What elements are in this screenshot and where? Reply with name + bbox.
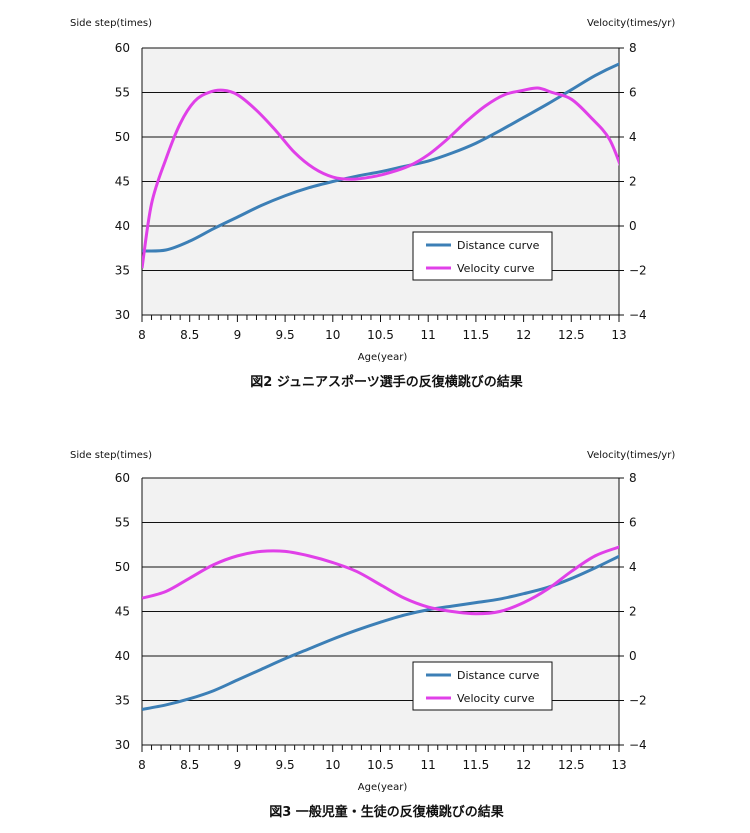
y-left-tick-label: 45 — [115, 605, 130, 619]
y-right-tick-label: 8 — [629, 41, 637, 55]
x-tick-label: 11 — [421, 328, 436, 342]
x-tick-label: 8 — [138, 758, 146, 772]
x-tick-label: 9 — [234, 758, 242, 772]
y-left-tick-label: 40 — [115, 649, 130, 663]
y-left-tick-label: 60 — [115, 471, 130, 485]
x-tick-label: 9.5 — [276, 758, 295, 772]
y-right-tick-label: 4 — [629, 560, 637, 574]
y-left-axis-title: Side step(times) — [70, 18, 152, 29]
legend-box — [412, 661, 553, 711]
y-right-tick-label: 6 — [629, 516, 637, 530]
y-left-tick-label: 50 — [115, 130, 130, 144]
x-tick-label: 11.5 — [463, 328, 490, 342]
y-left-tick-label: 30 — [115, 738, 130, 752]
x-tick-label: 8.5 — [180, 328, 199, 342]
legend-label: Distance curve — [457, 239, 540, 252]
figure-caption: 図3 一般児童・生徒の反復横跳びの結果 — [269, 804, 504, 820]
y-left-tick-label: 30 — [115, 308, 130, 322]
y-left-tick-label: 35 — [115, 264, 130, 278]
x-tick-label: 10 — [325, 328, 340, 342]
y-left-tick-label: 55 — [115, 516, 130, 530]
x-tick-label: 11 — [421, 758, 436, 772]
y-left-tick-label: 55 — [115, 86, 130, 100]
y-left-tick-label: 40 — [115, 219, 130, 233]
y-right-tick-label: −2 — [629, 694, 647, 708]
figure-caption: 図2 ジュニアスポーツ選手の反復横跳びの結果 — [250, 374, 522, 390]
velocity-curve-line — [142, 86, 619, 269]
y-right-tick-label: −2 — [629, 264, 647, 278]
x-axis-title: Age(year) — [358, 352, 408, 363]
x-tick-label: 12.5 — [558, 758, 585, 772]
y-left-axis-title: Side step(times) — [70, 450, 152, 461]
x-tick-label: 11.5 — [463, 758, 490, 772]
y-left-tick-label: 60 — [115, 41, 130, 55]
chart-3: 30 35 40 45 50 55 60 −4 −2 0 2 4 6 8 8 8.5 9 9.5 10 10.5 11 1… — [70, 450, 675, 820]
y-right-tick-label: 8 — [629, 471, 637, 485]
legend-label: Distance curve — [457, 669, 540, 682]
velocity-curve-line — [142, 545, 619, 616]
x-tick-label: 10.5 — [367, 758, 394, 772]
legend: Distance curve Velocity curve — [412, 661, 553, 711]
y-right-tick-label: 0 — [629, 649, 637, 663]
y-right-axis-title: Velocity(times/yr) — [587, 18, 675, 29]
x-tick-label: 12 — [516, 328, 531, 342]
x-tick-label: 13 — [611, 758, 626, 772]
x-tick-label: 13 — [611, 328, 626, 342]
legend: Distance curve Velocity curve — [412, 231, 553, 281]
y-right-tick-label: 6 — [629, 86, 637, 100]
y-right-tick-label: 2 — [629, 605, 637, 619]
y-left-tick-label: 35 — [115, 694, 130, 708]
x-tick-label: 12.5 — [558, 328, 585, 342]
chart-2: 30 35 40 45 50 55 60 −4 −2 0 2 4 6 8 8 8.5 9 9.5 10 10.5 11 1… — [70, 18, 675, 390]
x-tick-label: 8 — [138, 328, 146, 342]
legend-box — [412, 231, 553, 281]
x-tick-label: 9 — [234, 328, 242, 342]
x-tick-label: 10 — [325, 758, 340, 772]
y-left-tick-label: 45 — [115, 175, 130, 189]
y-right-tick-label: 2 — [629, 175, 637, 189]
y-right-tick-label: −4 — [629, 308, 647, 322]
x-tick-label: 10.5 — [367, 328, 394, 342]
y-right-tick-label: −4 — [629, 738, 647, 752]
legend-label: Velocity curve — [457, 262, 535, 275]
x-axis-title: Age(year) — [358, 782, 408, 793]
x-tick-label: 8.5 — [180, 758, 199, 772]
y-right-tick-label: 4 — [629, 130, 637, 144]
distance-curve-line — [142, 62, 619, 253]
distance-curve-line — [142, 554, 619, 711]
y-left-tick-label: 50 — [115, 560, 130, 574]
legend-label: Velocity curve — [457, 692, 535, 705]
y-right-axis-title: Velocity(times/yr) — [587, 450, 675, 461]
x-tick-label: 9.5 — [276, 328, 295, 342]
y-right-tick-label: 0 — [629, 219, 637, 233]
x-tick-label: 12 — [516, 758, 531, 772]
